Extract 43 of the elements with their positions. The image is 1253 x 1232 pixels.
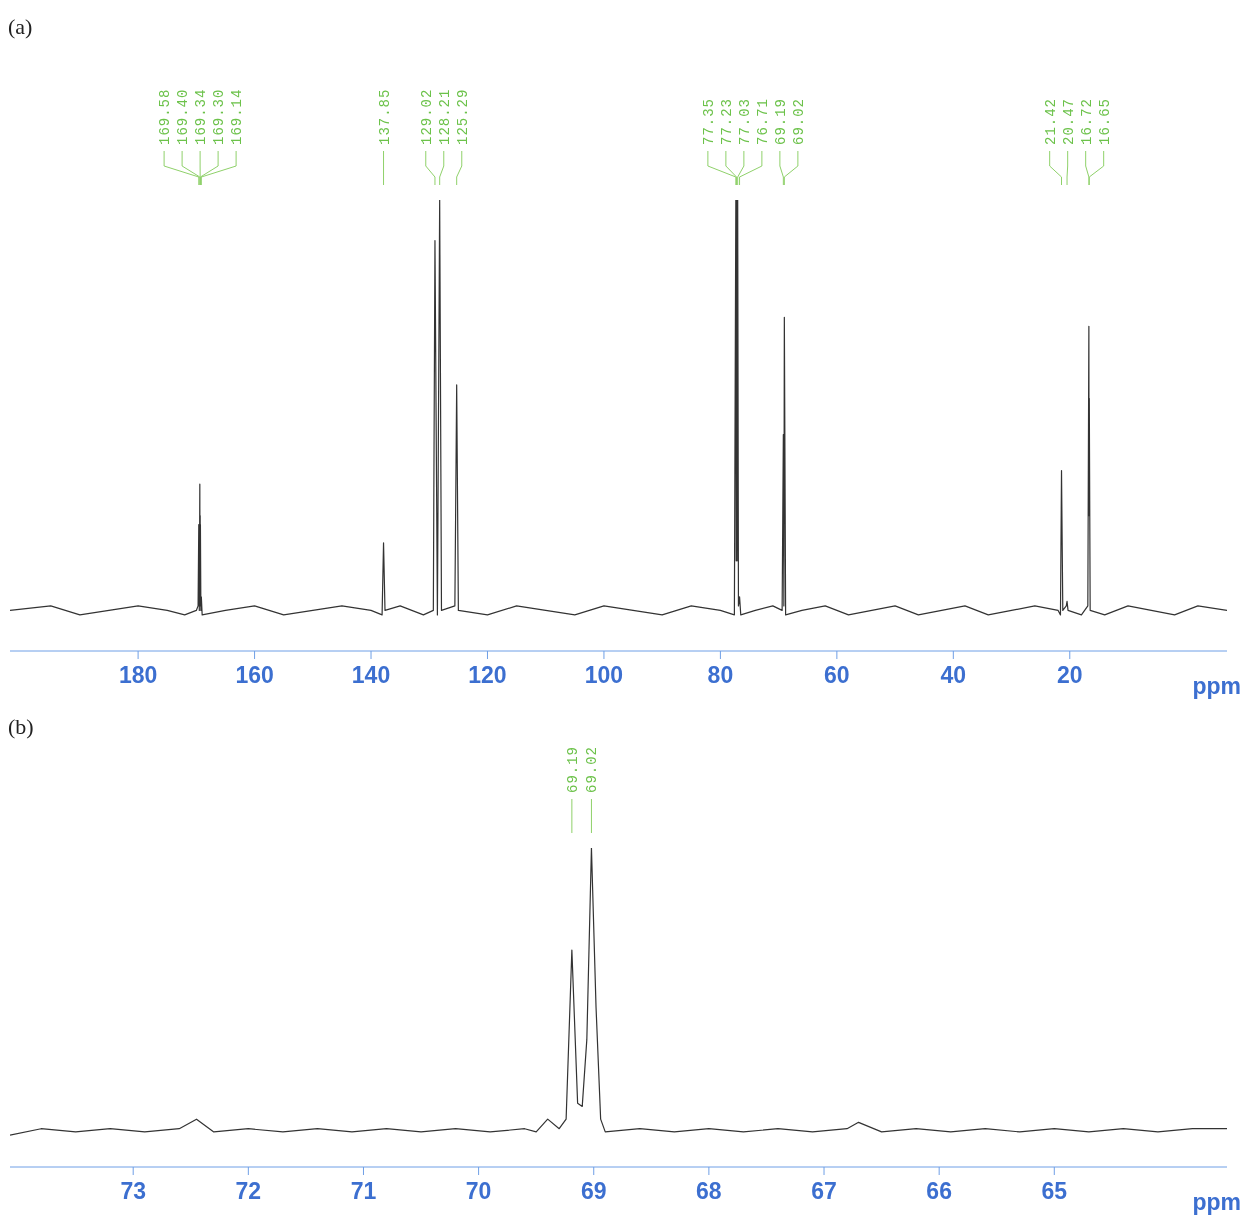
annotation: 137.85: [376, 88, 393, 145]
x-tick-label: 40: [940, 662, 967, 689]
x-tick-label: 140: [351, 662, 391, 689]
x-tick-label: 67: [811, 1178, 837, 1205]
x-tick-label: 70: [465, 1178, 492, 1205]
annotation: 21.42: [1042, 97, 1059, 145]
x-tick-label: 65: [1041, 1178, 1068, 1205]
annotation: 69.19: [772, 97, 789, 145]
x-axis-title: ppm: [1192, 673, 1241, 699]
x-tick-label: 68: [696, 1178, 722, 1205]
annotation: 69.02: [584, 745, 601, 793]
annotation: 69.19: [564, 745, 581, 793]
x-tick-label: 60: [824, 662, 850, 689]
annotation: 77.35: [700, 97, 717, 145]
annotation: 128.21: [436, 88, 453, 145]
annotation: 77.03: [736, 97, 753, 145]
x-tick-label: 72: [235, 1178, 262, 1205]
annotation: 16.72: [1078, 97, 1095, 145]
annotation: 125.29: [454, 88, 471, 145]
annotation: 169.40: [175, 88, 192, 145]
x-tick-label: 66: [926, 1178, 952, 1205]
x-tick-label: 71: [350, 1178, 377, 1205]
x-tick-label: 20: [1056, 662, 1083, 689]
annotation: 169.14: [229, 88, 246, 145]
chart-title: (a): [8, 14, 33, 39]
x-tick-label: 73: [120, 1178, 146, 1205]
annotation: 169.34: [193, 88, 210, 145]
x-tick-label: 160: [235, 662, 274, 689]
annotation: 77.23: [718, 97, 735, 145]
annotation: 16.65: [1096, 97, 1113, 145]
annotation: 169.30: [211, 88, 228, 145]
annotation: 20.47: [1060, 97, 1077, 145]
annotation: 76.71: [754, 97, 771, 145]
x-tick-label: 100: [584, 662, 624, 689]
chart-title: (b): [8, 714, 34, 739]
x-tick-label: 80: [707, 662, 734, 689]
x-tick-label: 69: [580, 1178, 607, 1205]
x-tick-label: 180: [118, 662, 158, 689]
x-tick-label: 120: [468, 662, 507, 689]
annotation: 169.58: [157, 88, 174, 145]
x-axis-title: ppm: [1192, 1189, 1241, 1215]
annotation: 69.02: [790, 97, 807, 145]
annotation: 129.02: [418, 88, 435, 145]
